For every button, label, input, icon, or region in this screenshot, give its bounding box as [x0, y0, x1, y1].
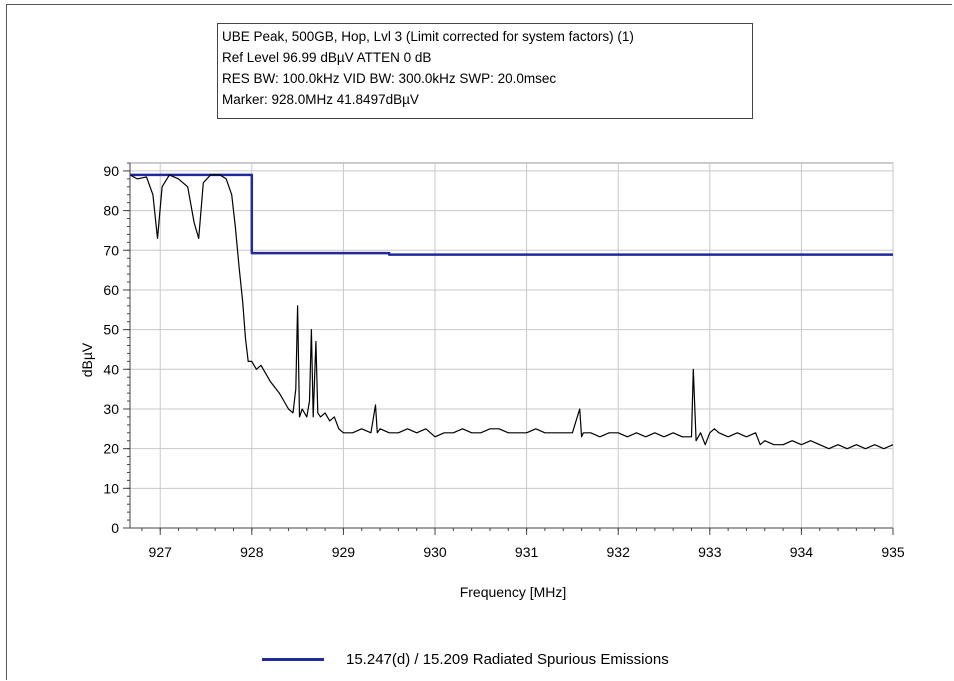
legend-swatch-limit — [262, 657, 324, 661]
legend-label-limit: 15.247(d) / 15.209 Radiated Spurious Emi… — [346, 650, 669, 668]
x-tick-label: 929 — [332, 544, 356, 560]
y-axis-label: dBµV — [79, 342, 95, 377]
y-tick-label: 30 — [103, 401, 119, 417]
series-layer — [129, 173, 894, 450]
x-tick-label: 935 — [881, 544, 905, 560]
y-tick-label: 80 — [103, 203, 119, 219]
x-tick-label: 930 — [423, 544, 447, 560]
y-tick-label: 70 — [103, 242, 119, 258]
info-line-bandwidth: RES BW: 100.0kHz VID BW: 300.0kHz SWP: 2… — [222, 71, 557, 86]
y-tick-label: 50 — [103, 322, 119, 338]
y-tick-label: 20 — [103, 441, 119, 457]
grid — [129, 162, 894, 529]
y-tick-label: 10 — [103, 480, 119, 496]
y-tick-label: 40 — [103, 361, 119, 377]
info-line-title: UBE Peak, 500GB, Hop, Lvl 3 (Limit corre… — [222, 29, 634, 44]
x-tick-label: 931 — [515, 544, 539, 560]
info-line-ref-level: Ref Level 96.99 dBµV ATTEN 0 dB — [222, 50, 432, 65]
y-tick-label: 0 — [111, 520, 119, 536]
x-tick-label: 928 — [240, 544, 264, 560]
info-line-marker: Marker: 928.0MHz 41.8497dBµV — [222, 92, 419, 107]
x-axis-label: Frequency [MHz] — [460, 584, 567, 600]
measurement-info-box: UBE Peak, 500GB, Hop, Lvl 3 (Limit corre… — [217, 23, 753, 119]
x-tick-label: 934 — [790, 544, 814, 560]
chart-frame — [6, 4, 952, 680]
x-tick-label: 933 — [698, 544, 722, 560]
series-measured-trace — [129, 174, 894, 450]
y-tick-label: 90 — [103, 163, 119, 179]
axes: 927 928 929 930 931 932 933 934 935 0 10 20 30 40 50 60… — [103, 162, 905, 560]
plot-area — [129, 162, 894, 529]
x-tick-label: 932 — [607, 544, 631, 560]
y-tick-label: 60 — [103, 282, 119, 298]
x-tick-label: 927 — [149, 544, 173, 560]
chart-legend: 15.247(d) / 15.209 Radiated Spurious Emi… — [262, 647, 669, 671]
series-limit-line — [130, 173, 893, 256]
